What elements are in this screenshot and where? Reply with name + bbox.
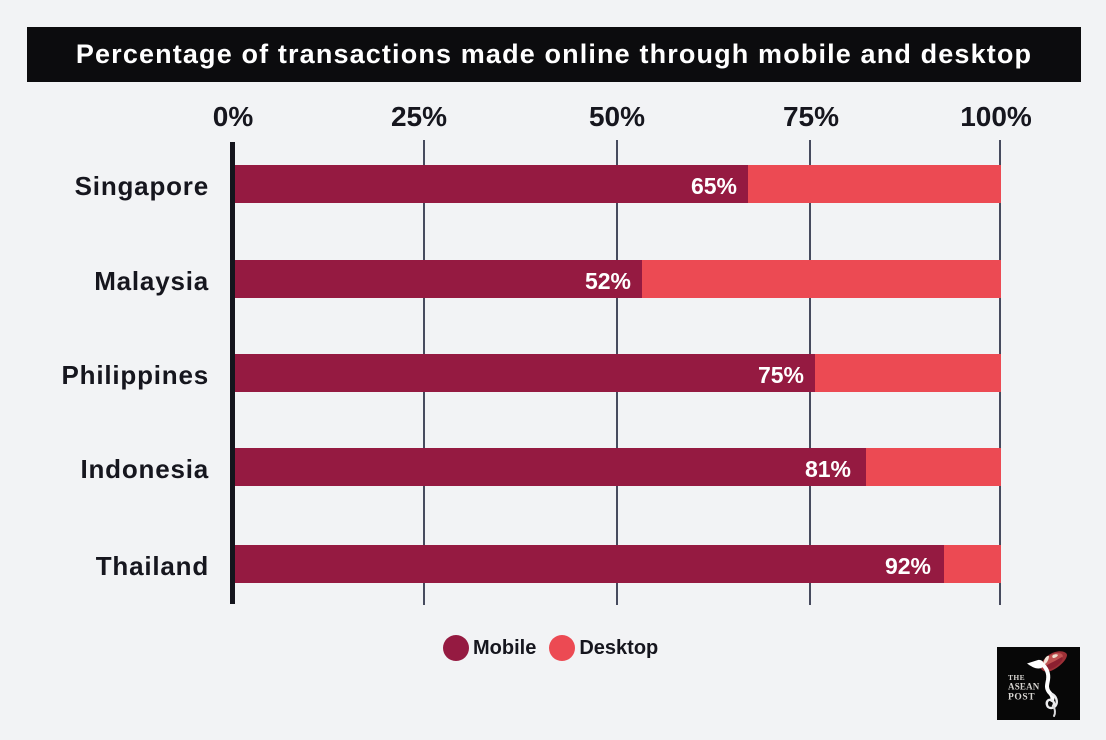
svg-text:POST: POST	[1008, 693, 1035, 703]
svg-text:ASEAN: ASEAN	[1008, 682, 1040, 692]
svg-text:THE: THE	[1008, 673, 1025, 682]
